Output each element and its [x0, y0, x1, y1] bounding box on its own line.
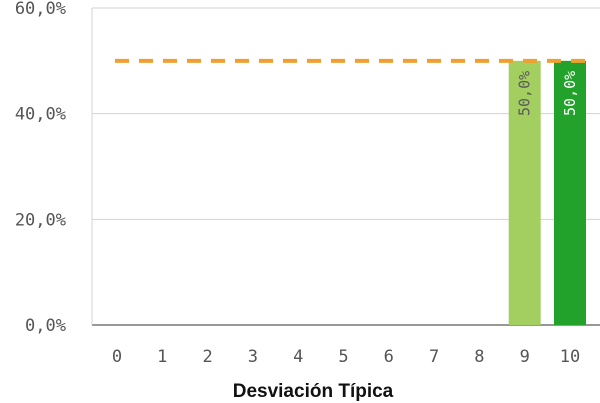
x-axis-title: Desviación Típica	[233, 381, 394, 402]
x-tick-label: 8	[474, 347, 484, 367]
y-tick-label: 20,0%	[15, 210, 66, 230]
x-tick-label: 3	[248, 347, 258, 367]
bar-9	[508, 60, 541, 325]
x-axis-ticks: 0 1 2 3 4 5 6 7 8 9 10	[112, 347, 580, 367]
y-tick-label: 40,0%	[15, 105, 66, 125]
bars	[508, 60, 586, 325]
x-tick-label: 5	[338, 347, 348, 367]
y-tick-label: 0,0%	[25, 316, 66, 336]
x-tick-label: 0	[112, 347, 122, 367]
bar-data-labels: 50,0% 50,0%	[516, 71, 579, 116]
y-axis-ticks: 0,0% 20,0% 40,0% 60,0%	[15, 0, 66, 336]
x-tick-label: 9	[520, 347, 530, 367]
x-tick-label: 7	[429, 347, 439, 367]
x-tick-label: 6	[384, 347, 394, 367]
bar-data-label: 50,0%	[561, 71, 579, 116]
x-tick-label: 10	[560, 347, 580, 367]
x-tick-label: 1	[157, 347, 167, 367]
bar-10	[554, 60, 586, 325]
y-tick-label: 60,0%	[15, 0, 66, 19]
x-tick-label: 2	[202, 347, 212, 367]
bar-data-label: 50,0%	[516, 71, 534, 116]
x-tick-label: 4	[293, 347, 303, 367]
